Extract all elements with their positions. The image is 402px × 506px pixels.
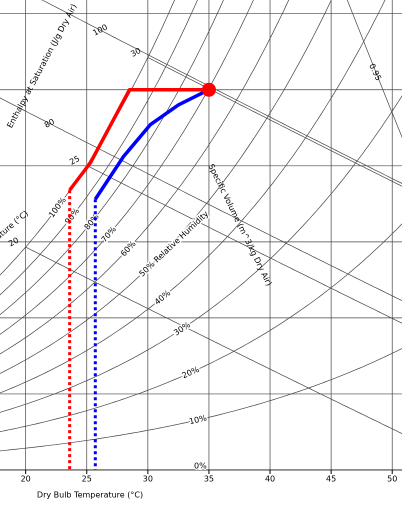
rh-curve [0,0,290,355]
wet-bulb-label: 20 [7,236,20,249]
volume-title: Specific Volume (m^3/kg Dry Air) [206,163,273,288]
state-point [201,82,216,97]
rh-label: 30% [172,320,192,338]
process-line [68,87,209,192]
rh-curve [0,0,224,316]
rh-label: 90% [63,206,81,226]
volume-line [346,0,402,139]
x-tick-label: 35 [204,475,214,484]
x-tick-label: 40 [265,475,275,484]
rh-curve [0,223,402,433]
rh-label: 10% [188,413,208,426]
rh-curve [0,0,254,335]
rh-curve [0,0,175,276]
enthalpy-label: 80 [43,117,56,130]
plot-area [0,0,402,470]
rh-label: 40% [153,288,173,306]
rh-label: 0% [194,462,207,471]
rh-label: 100% [47,195,68,219]
wet-bulb-label: 25 [68,154,81,167]
x-tick-label: 30 [143,475,153,484]
wet-bulb-line [86,165,402,324]
x-axis-title: Dry Bulb Temperature (°C) [37,491,143,500]
enthalpy-label: 100 [91,22,109,37]
wet-bulb-label: 30 [129,46,142,59]
volume-label: 0.95 [367,62,383,82]
enthalpy-line [41,0,402,184]
rh-label: 50% Relative Humidity [137,209,210,278]
rh-label: 70% [100,225,119,245]
rh-curve [0,0,332,374]
rh-curve [0,348,402,452]
rh-label: 80% [83,212,101,232]
x-tick-label: 25 [82,475,92,484]
x-tick-label: 50 [387,475,397,484]
wet-bulb-line [147,57,402,187]
enthalpy-line [0,97,402,302]
x-tick-label: 20 [21,475,31,484]
enthalpy-title: Enthalpy at Saturation (J/g Dry Air) [5,2,78,129]
x-tick-label: 45 [326,475,336,484]
wet-bulb-line [25,246,402,434]
rh-curve [0,0,386,394]
rh-curve [0,95,402,413]
process-line [93,88,210,201]
rh-label: 20% [181,365,201,381]
rh-curve [0,0,198,296]
